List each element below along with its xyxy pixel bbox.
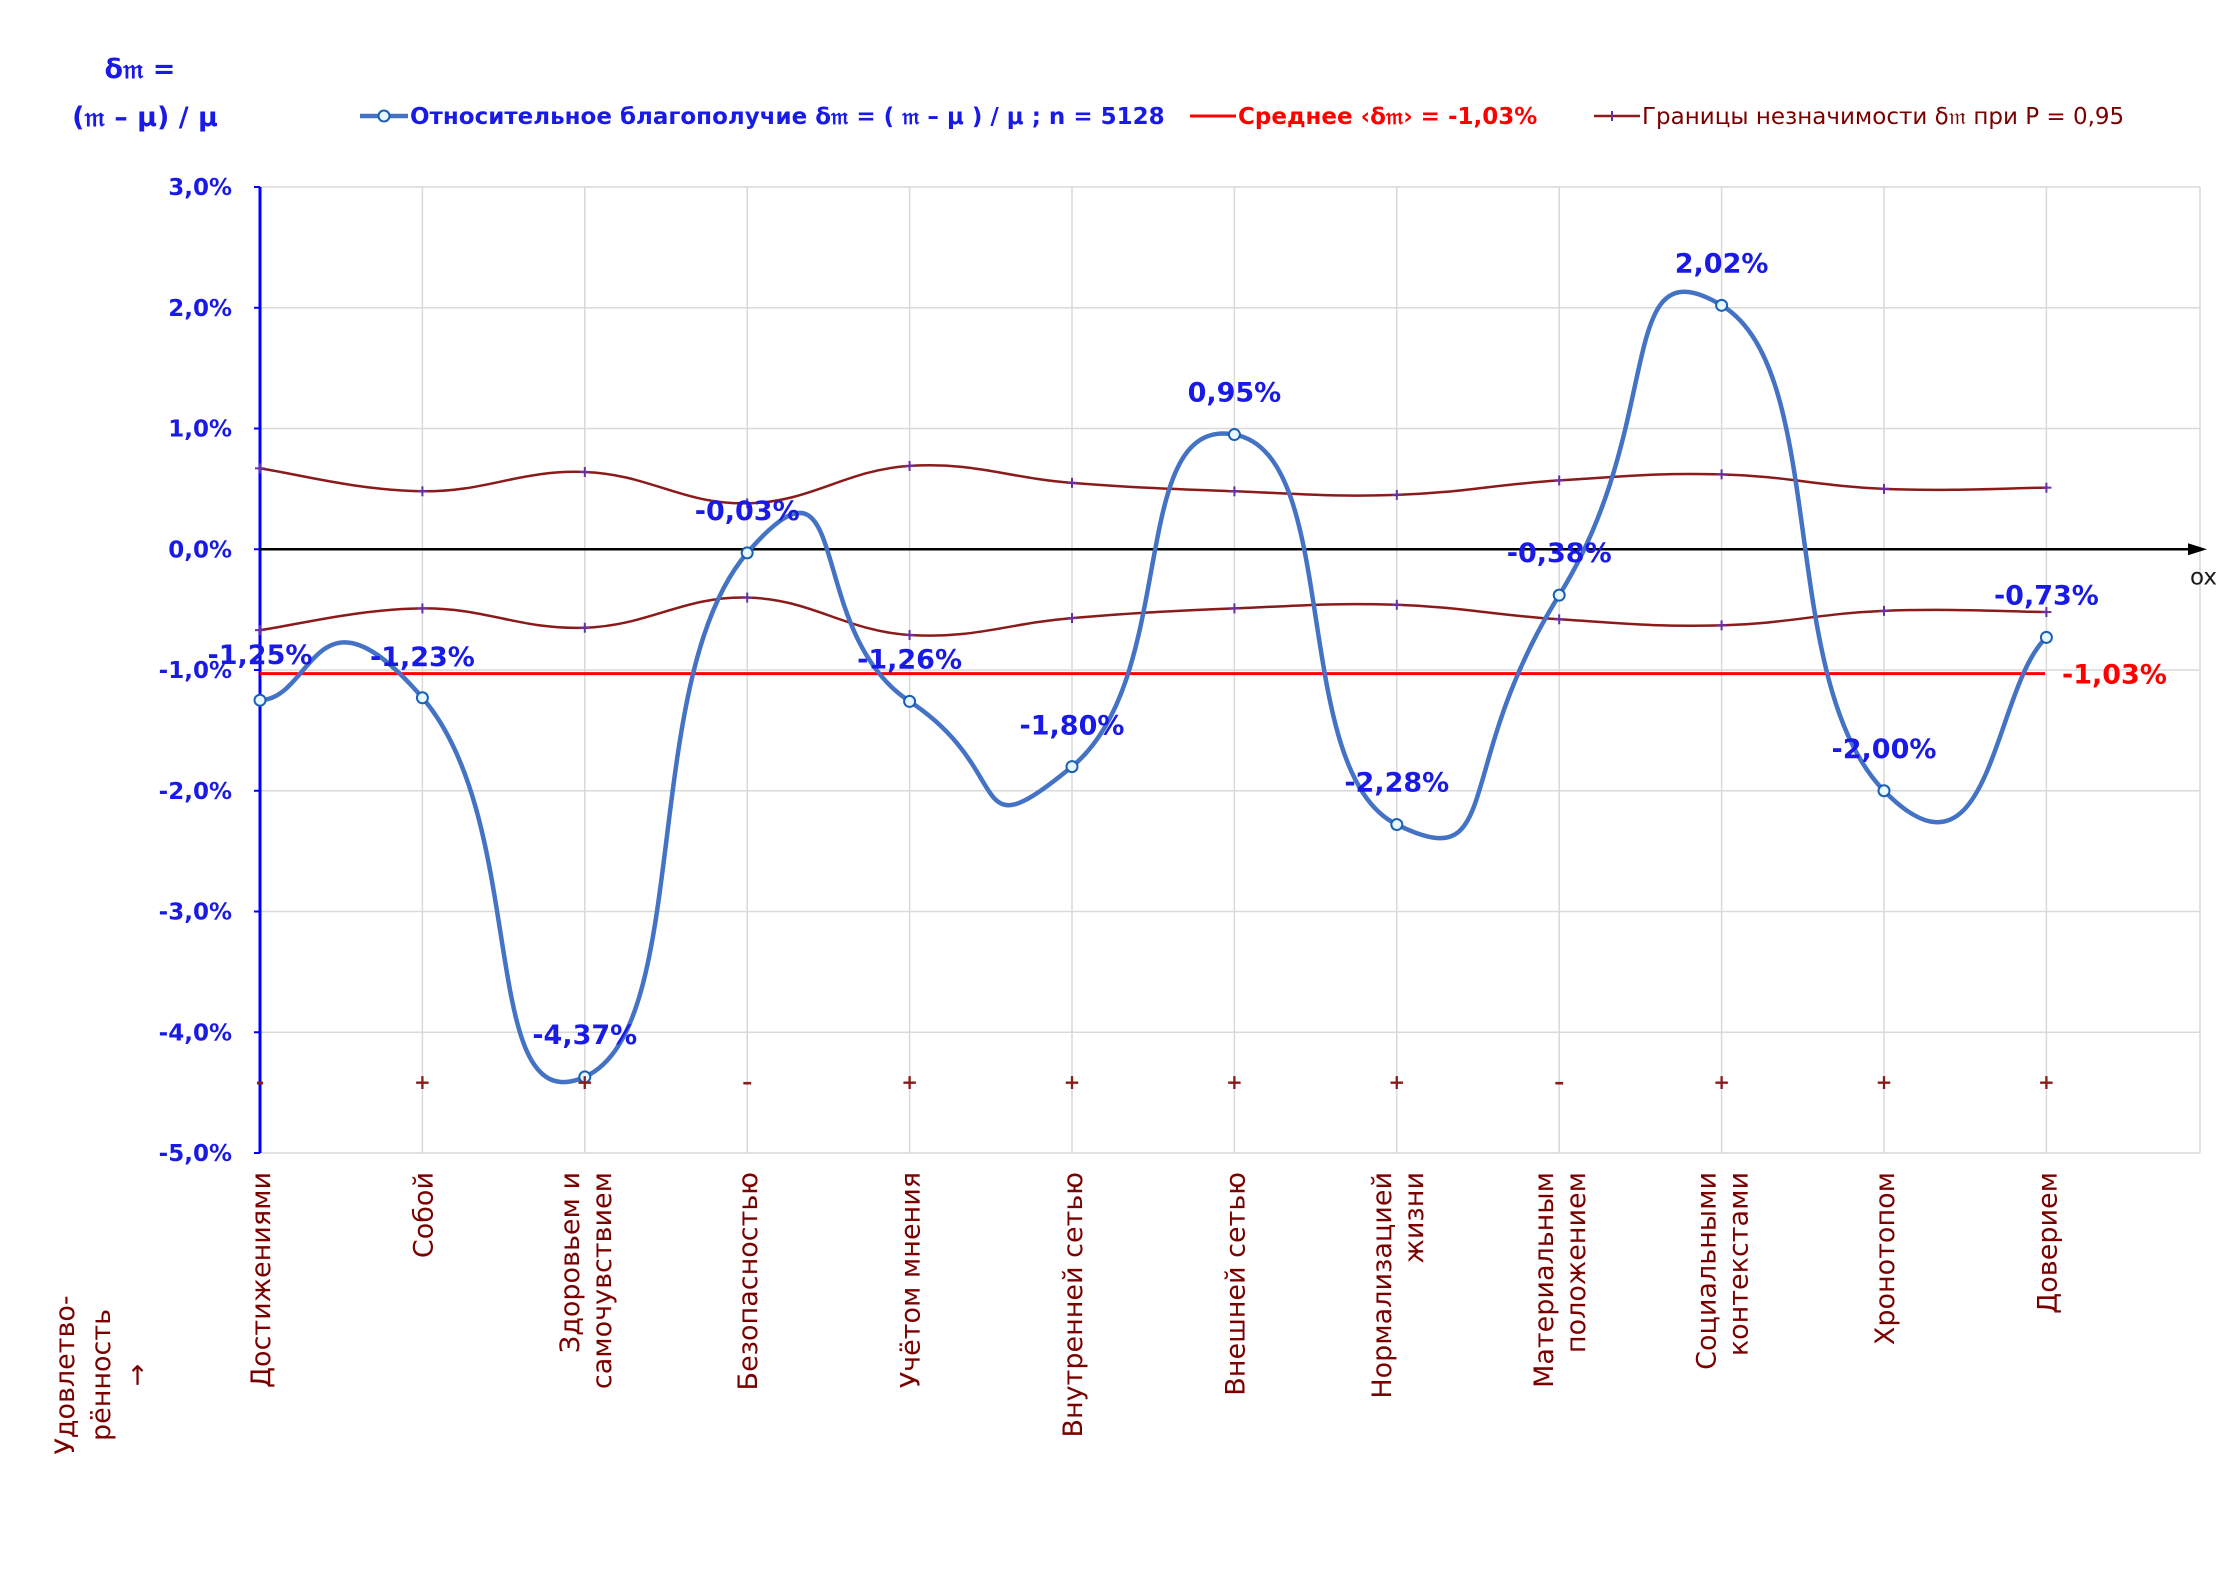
category-label: Внешней сетью — [1220, 1172, 1251, 1396]
category-label-line: Внутренней сетью — [1058, 1172, 1089, 1438]
bound-line-upper — [259, 464, 2047, 505]
main-series-point — [1065, 760, 1079, 774]
main-series-point — [740, 546, 754, 560]
x-axis-title: Удовлетво-рённость → — [50, 1295, 153, 1454]
label-layer: δ𝔪 = (𝔪 – μ) / μ Достижениями Собой Здоровье… — [50, 54, 2167, 1455]
main-series-point — [578, 1070, 592, 1084]
y-tick-label: 2,0% — [168, 296, 232, 322]
bottom-marker: + — [414, 1070, 431, 1094]
legend-main-label: Относительное благополучие δ𝔪 = ( 𝔪 – μ … — [410, 104, 1165, 130]
category-label-line: Учётом мнения — [896, 1172, 927, 1388]
data-label: 0,95% — [1188, 378, 1282, 409]
x-axis-title-line: Удовлетво- — [50, 1295, 81, 1454]
category-label-line: Хронотопом — [1870, 1172, 1901, 1345]
category-label: Учётом мнения — [896, 1172, 927, 1388]
category-label-line: самочувствием — [587, 1172, 618, 1389]
category-label-line: Материальным — [1529, 1172, 1560, 1388]
main-series-line — [259, 289, 2048, 1085]
category-label-line: Собой — [408, 1172, 439, 1258]
category-label-line: Социальными — [1692, 1172, 1723, 1370]
legend-main-marker — [377, 109, 391, 123]
x-axis-title-line: → — [122, 1364, 153, 1387]
data-label: -0,03% — [695, 496, 800, 527]
data-label: -4,37% — [532, 1020, 637, 1051]
mean-value-label: -1,03% — [2062, 660, 2167, 691]
category-label: Безопасностью — [733, 1172, 764, 1390]
category-label-line: контекстами — [1724, 1172, 1755, 1356]
data-label: 2,02% — [1675, 248, 1769, 279]
category-label: Достижениями — [246, 1172, 277, 1388]
y-tick-label: -1,0% — [159, 658, 232, 684]
category-label-line: Нормализацией — [1367, 1172, 1398, 1399]
data-label: -2,28% — [1344, 768, 1449, 799]
main-series-point — [415, 691, 429, 705]
bottom-marker: + — [1226, 1070, 1243, 1094]
bottom-marker: + — [1064, 1070, 1081, 1094]
y-tick-label: 1,0% — [168, 417, 232, 443]
category-label-line: Доверием — [2032, 1172, 2063, 1314]
category-label: Здоровьем и самочувствием — [555, 1172, 618, 1389]
y-tick-label: 3,0% — [168, 175, 232, 201]
category-label-line: Внешней сетью — [1220, 1172, 1251, 1396]
legend-bounds-label: Границы незначимости δ𝔪 при P = 0,95 — [1642, 104, 2124, 130]
main-series-point — [1552, 588, 1566, 602]
main-series-point — [1715, 298, 1729, 312]
series-layer — [253, 289, 2053, 1085]
y-tick-label: -5,0% — [159, 1141, 232, 1167]
category-label: Хронотопом — [1870, 1172, 1901, 1345]
main-series-point — [1227, 428, 1241, 442]
x-axis-arrow-icon — [2188, 543, 2207, 556]
category-label: Внутренней сетью — [1058, 1172, 1089, 1438]
y-tick-label: -3,0% — [159, 900, 232, 926]
legend-layer: Относительное благополучие δ𝔪 = ( 𝔪 – μ … — [360, 104, 2124, 130]
bottom-marker: + — [1388, 1070, 1405, 1094]
main-series-point — [2039, 630, 2053, 644]
axis-layer: 3,0% 2,0% 1,0% 0,0% -1,0% -2,0% -3,0% -4,0% -5,0… — [159, 175, 2217, 1167]
category-label: Социальными контекстами — [1692, 1172, 1755, 1370]
y-tick-label: -4,0% — [159, 1020, 232, 1046]
category-label-line: Безопасностью — [733, 1172, 764, 1390]
y-tick-label: -2,0% — [159, 779, 232, 805]
category-label-line: положением — [1561, 1172, 1592, 1353]
bottom-marker: + — [576, 1070, 593, 1094]
main-series-point — [903, 694, 917, 708]
category-label: Доверием — [2032, 1172, 2063, 1314]
bottom-marker: - — [256, 1070, 264, 1094]
y-tick-label: 0,0% — [168, 537, 232, 563]
main-series-point — [253, 693, 267, 707]
data-label: -2,00% — [1832, 734, 1937, 765]
data-label: -0,73% — [1994, 580, 2099, 611]
main-series-point — [1877, 784, 1891, 798]
x-axis-title-line: рённость — [86, 1309, 117, 1441]
data-label: -1,26% — [857, 644, 962, 675]
bound-line-lower — [259, 596, 2047, 637]
x-axis-end-label: ox — [2190, 564, 2217, 590]
y-axis-title-line1: δ𝔪 = — [105, 54, 176, 85]
data-label: -0,38% — [1507, 538, 1612, 569]
y-axis-title-line2: (𝔪 – μ) / μ — [72, 102, 218, 133]
main-series-point — [1390, 818, 1404, 832]
data-label: -1,25% — [208, 640, 313, 671]
bottom-marker: + — [901, 1070, 918, 1094]
bottom-marker: + — [1713, 1070, 1730, 1094]
bottom-marker: – — [742, 1070, 752, 1094]
bottom-marker: + — [1876, 1070, 1893, 1094]
bottom-marker: – — [1554, 1070, 1564, 1094]
legend-mean-label: Среднее ‹δ𝔪› = -1,03% — [1238, 104, 1537, 130]
data-label: -1,23% — [370, 642, 475, 673]
grid-layer — [259, 186, 2201, 1154]
category-label: Собой — [408, 1172, 439, 1258]
data-label: -1,80% — [1020, 711, 1125, 742]
category-label-line: жизни — [1399, 1172, 1430, 1263]
bottom-marker: + — [2038, 1070, 2055, 1094]
category-label-line: Здоровьем и — [555, 1172, 586, 1353]
category-label: Материальным положением — [1529, 1172, 1592, 1388]
category-label-line: Достижениями — [246, 1172, 277, 1388]
category-label: Нормализацией жизни — [1367, 1172, 1430, 1399]
